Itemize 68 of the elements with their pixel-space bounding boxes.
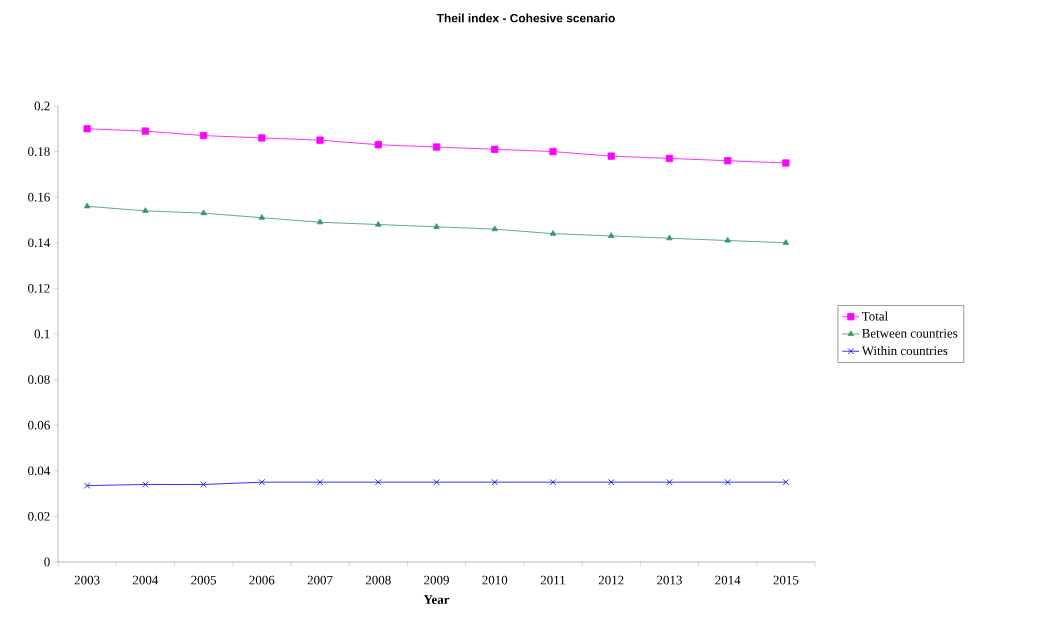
- x-tick-label: 2010: [482, 575, 508, 585]
- point: [666, 478, 673, 486]
- point: [491, 225, 498, 232]
- point: [258, 134, 266, 142]
- point: [782, 159, 790, 167]
- point: [665, 154, 674, 163]
- point: [549, 230, 557, 236]
- x-tick-label: 2009: [424, 575, 449, 585]
- point: [433, 223, 440, 229]
- point: [199, 132, 208, 140]
- x-tick-label: 2005: [191, 575, 217, 585]
- legend-label: Between countries: [862, 328, 958, 338]
- chart-title: Theil index - Cohesive scenario: [436, 13, 615, 23]
- x-axis-title: Year: [423, 595, 450, 604]
- point: [316, 136, 324, 144]
- x-tick-label: 2006: [249, 575, 275, 585]
- y-tick-label: 0.16: [28, 192, 50, 202]
- point: [491, 145, 499, 153]
- point: [83, 202, 91, 209]
- y-tick-label: 0: [44, 557, 50, 567]
- point: [724, 478, 731, 486]
- point: [549, 478, 557, 486]
- y-tick-label: 0.04: [28, 466, 51, 476]
- point: [724, 157, 732, 165]
- x-tick-label: 2013: [657, 575, 682, 585]
- point: [666, 234, 673, 241]
- x-tick-label: 2004: [132, 575, 159, 585]
- x-tick-label: 2003: [74, 575, 100, 585]
- y-tick-label: 0.1: [34, 329, 50, 339]
- x-tick-label: 2012: [598, 575, 624, 585]
- y-tick-label: 0.18: [28, 147, 50, 156]
- point: [491, 478, 498, 486]
- point: [432, 143, 441, 151]
- y-tick-label: 0.08: [28, 375, 50, 384]
- x-tick-label: 2014: [715, 575, 741, 585]
- point: [141, 127, 149, 135]
- point: [724, 236, 731, 243]
- point: [142, 481, 149, 488]
- point: [258, 214, 265, 220]
- y-tick-label: 0.02: [28, 511, 50, 521]
- point: [200, 209, 207, 216]
- point: [375, 478, 382, 486]
- point: [607, 478, 615, 486]
- point: [375, 220, 382, 227]
- point: [782, 478, 790, 486]
- x-tick-label: 2011: [540, 575, 565, 585]
- x-tick-label: 2015: [773, 575, 799, 585]
- point: [374, 141, 382, 149]
- point: [83, 125, 91, 133]
- point: [549, 147, 557, 156]
- y-tick-label: 0.12: [28, 283, 50, 293]
- x-tick-label: 2008: [365, 575, 391, 585]
- y-tick-label: 0.06: [28, 420, 50, 430]
- point: [782, 239, 790, 245]
- x-tick-label: 2007: [307, 575, 333, 585]
- point: [258, 478, 266, 486]
- y-tick-label: 0.2: [34, 101, 50, 111]
- legend-label: Total: [861, 311, 888, 321]
- point: [608, 232, 615, 238]
- point: [83, 482, 91, 489]
- point: [142, 207, 149, 213]
- point: [316, 218, 324, 225]
- point: [316, 478, 324, 486]
- point: [200, 481, 207, 488]
- y-tick-label: 0.14: [28, 238, 51, 248]
- point: [433, 478, 440, 486]
- legend-label: Within countries: [861, 346, 948, 356]
- point: [607, 152, 615, 160]
